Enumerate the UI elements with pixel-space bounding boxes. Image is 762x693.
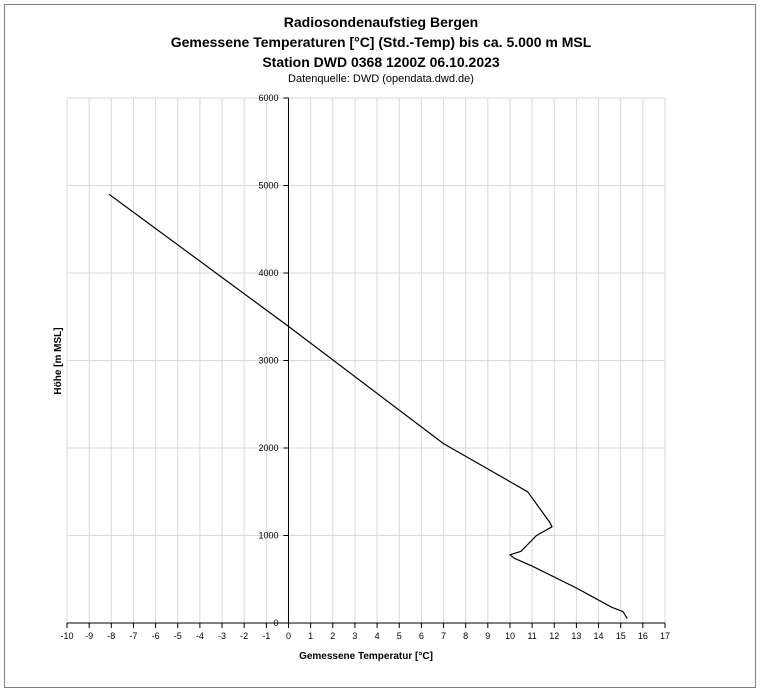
x-tick-label: -4	[196, 631, 204, 641]
x-tick-label: 4	[375, 631, 380, 641]
x-tick-label: 14	[594, 631, 604, 641]
x-tick-label: -2	[240, 631, 248, 641]
y-tick-label: 3000	[258, 356, 278, 366]
x-tick-label: 15	[616, 631, 626, 641]
y-axis-label: Höhe [m MSL]	[53, 327, 64, 394]
grid	[66, 97, 666, 623]
x-tick-label: 5	[397, 631, 402, 641]
x-tick-label: 0	[286, 631, 291, 641]
x-tick-label: 9	[485, 631, 490, 641]
y-tick-label: 1000	[258, 531, 278, 541]
x-tick-label: 12	[549, 631, 559, 641]
series-group	[108, 193, 628, 619]
chart-titles: Radiosondenaufstieg Bergen Gemessene Tem…	[0, 12, 762, 86]
x-tick-label: 6	[419, 631, 424, 641]
x-tick-label: 3	[352, 631, 357, 641]
x-axis-label: Gemessene Temperatur [°C]	[299, 651, 433, 662]
x-tick-label: -6	[152, 631, 160, 641]
chart-subtitle-station: Station DWD 0368 1200Z 06.10.2023	[262, 54, 500, 70]
x-tick-label: 2	[330, 631, 335, 641]
x-tick-label: -5	[174, 631, 182, 641]
chart-source: Datenquelle: DWD (opendata.dwd.de)	[288, 73, 474, 85]
tick-labels: -10 -9 -8 -7 -6 -5 -4 -3 -2 -1 0 1 2 3 4 5 6 7 8 9 10 11 12 13 1…	[60, 93, 670, 641]
series-line	[108, 193, 628, 619]
x-tick-label: -9	[85, 631, 93, 641]
x-tick-label: 16	[638, 631, 648, 641]
x-tick-label: 17	[660, 631, 670, 641]
x-tick-label: 8	[463, 631, 468, 641]
x-tick-label: 1	[308, 631, 313, 641]
axes	[66, 97, 666, 628]
x-tick-label: -1	[262, 631, 270, 641]
y-tick-label: 0	[273, 618, 278, 628]
x-tick-label: 13	[571, 631, 581, 641]
x-tick-label: -3	[218, 631, 226, 641]
x-tick-label: -7	[129, 631, 137, 641]
chart-frame	[4, 4, 756, 688]
x-tick-label: 11	[527, 631, 536, 641]
x-tick-label: 10	[505, 631, 515, 641]
y-tick-label: 4000	[258, 268, 278, 278]
y-tick-label: 5000	[258, 181, 278, 191]
y-tick-label: 6000	[258, 93, 278, 103]
y-tick-label: 2000	[258, 443, 278, 453]
x-tick-label: -10	[60, 631, 73, 641]
x-tick-label: -8	[107, 631, 115, 641]
chart-subtitle: Gemessene Temperaturen [°C] (Std.-Temp) …	[170, 34, 592, 50]
x-tick-label: 7	[441, 631, 446, 641]
chart-title: Radiosondenaufstieg Bergen	[283, 14, 479, 30]
